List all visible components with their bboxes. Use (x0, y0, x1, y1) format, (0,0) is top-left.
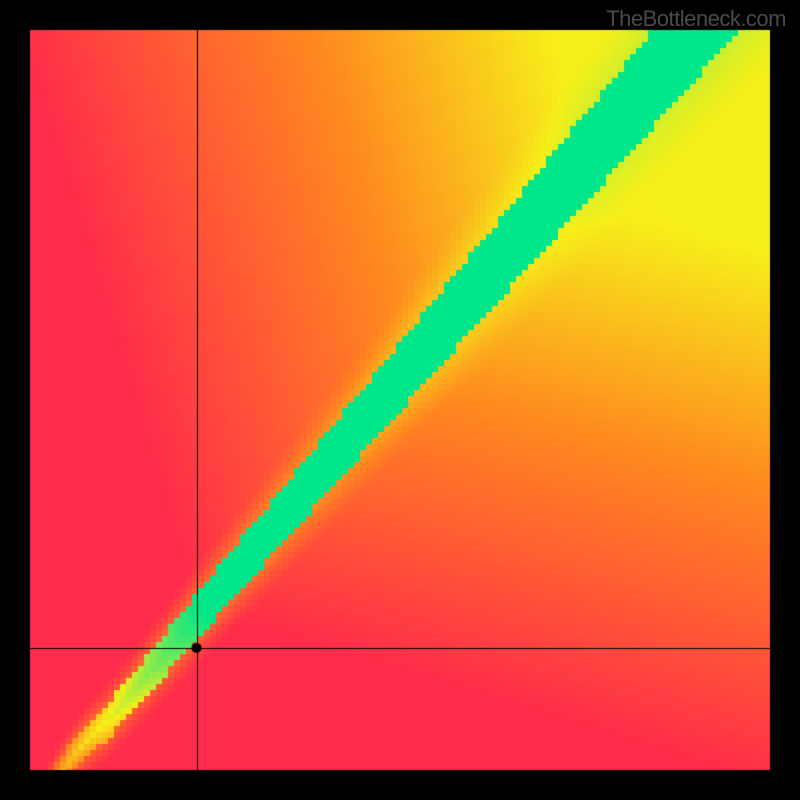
bottleneck-heatmap (0, 0, 800, 800)
watermark-label: TheBottleneck.com (606, 6, 786, 32)
chart-container: TheBottleneck.com (0, 0, 800, 800)
